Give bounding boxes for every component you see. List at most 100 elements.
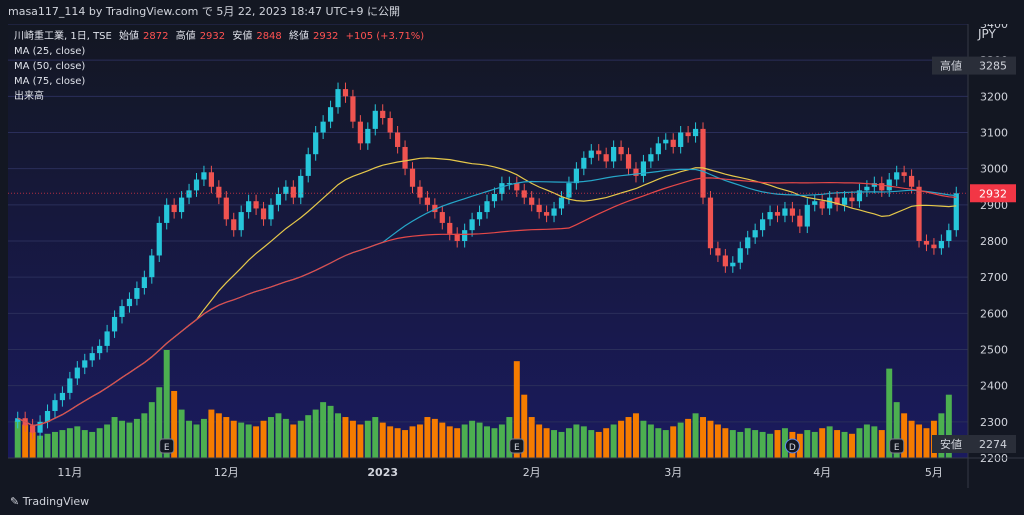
y-tick-label: 3000	[980, 163, 1008, 176]
chart-legend: 川崎重工業, 1日, TSE 始値 2872 高値 2932 安値 2848 終値 29…	[14, 29, 428, 104]
volume-bar	[640, 420, 647, 458]
time-axis[interactable]: 11月 12月 2023 2月 3月 4月 5月	[8, 457, 1024, 479]
volume-bar	[849, 433, 855, 458]
candle-body	[283, 186, 289, 194]
volume-bar	[290, 424, 297, 458]
volume-bar	[394, 428, 401, 458]
candle-body	[89, 353, 95, 361]
volume-bar	[804, 430, 811, 458]
candle-body	[827, 197, 833, 209]
volume-legend[interactable]: 出来高	[14, 91, 44, 102]
price-axis[interactable]: 2200230024002500260027002800290030003100…	[967, 24, 1008, 488]
volume-bar	[171, 390, 178, 458]
x-tick-label: 3月	[664, 466, 682, 479]
candle-body	[432, 204, 438, 213]
volume-bar	[655, 428, 662, 458]
candle-body	[52, 400, 58, 411]
candle-body	[260, 208, 267, 220]
candle-body	[603, 154, 609, 162]
candle-body	[82, 360, 88, 368]
candle-body	[894, 172, 900, 180]
candle-body	[447, 222, 453, 234]
tradingview-logo[interactable]: ✎ TradingView	[10, 495, 89, 508]
candle-body	[745, 237, 751, 249]
volume-bar	[767, 433, 774, 458]
candle-body	[834, 197, 840, 205]
volume-bar	[327, 405, 334, 458]
candle-body	[722, 255, 728, 267]
volume-bar	[759, 431, 766, 458]
open-label: 始値	[119, 31, 140, 42]
volume-bar	[685, 418, 692, 458]
y-tick-label: 2800	[980, 235, 1008, 248]
volume-bar	[156, 387, 163, 458]
open-value: 2872	[143, 31, 169, 42]
volume-bar	[141, 413, 148, 458]
volume-bar	[37, 435, 44, 458]
volume-bar	[878, 430, 885, 458]
low-value: 2848	[256, 31, 282, 42]
volume-bar	[722, 428, 729, 458]
volume-bar	[513, 361, 520, 458]
ma75-legend[interactable]: MA (75, close)	[14, 76, 86, 87]
symbol-label: 川崎重工業, 1日, TSE	[14, 31, 112, 42]
volume-bar	[521, 394, 528, 458]
currency-label: JPY	[977, 27, 997, 41]
volume-bar	[781, 428, 788, 458]
event-marker-label: E	[894, 443, 900, 453]
volume-bar	[476, 422, 483, 458]
candle-body	[156, 222, 162, 256]
ma25-legend[interactable]: MA (25, close)	[14, 46, 86, 57]
candle-body	[395, 132, 401, 147]
candle-body	[357, 121, 363, 144]
candle-body	[640, 161, 647, 176]
price-tags: 高値 3285 安値 2274 2932	[8, 56, 1016, 453]
earnings-marker	[509, 438, 525, 454]
ma75-line	[17, 177, 957, 427]
candle-body	[588, 150, 594, 158]
volume-bar	[409, 426, 416, 458]
x-tick-label: 2月	[523, 466, 541, 479]
volume-bar	[96, 428, 103, 458]
candle-body	[97, 345, 103, 354]
volume-bar	[692, 413, 699, 458]
candle-body	[879, 183, 885, 191]
volume-bar	[565, 428, 572, 458]
volume-bar	[230, 420, 237, 458]
y-tick-label: 3200	[980, 90, 1008, 103]
event-marker-label: E	[514, 443, 520, 453]
high-value: 2932	[199, 31, 226, 42]
candle-body	[439, 212, 445, 223]
candle-body	[782, 208, 788, 216]
candle-body	[380, 110, 386, 119]
volume-bar	[119, 420, 125, 458]
moving-averages	[17, 157, 957, 427]
volume-bar	[126, 422, 133, 458]
volume-bar	[51, 431, 58, 458]
candle-body	[469, 219, 475, 231]
x-tick-label: 12月	[214, 466, 239, 479]
candle-body	[573, 168, 579, 184]
candle-body	[514, 183, 520, 191]
high-tag-label-box	[932, 56, 970, 75]
volume-bar	[357, 424, 364, 458]
y-tick-label: 2700	[980, 271, 1008, 284]
candle-body	[536, 204, 542, 213]
candle-body	[797, 215, 803, 227]
high-label: 高値	[175, 31, 196, 42]
candle-body	[849, 197, 855, 202]
ma50-legend[interactable]: MA (50, close)	[14, 61, 86, 72]
y-tick-label: 2300	[980, 416, 1008, 429]
close-label: 終値	[288, 31, 309, 42]
candle-body	[320, 121, 326, 133]
close-value: 2932	[312, 31, 339, 42]
volume-bar	[506, 417, 513, 458]
candle-body	[648, 154, 654, 162]
candle-body	[938, 241, 944, 249]
x-tick-label: 11月	[57, 466, 82, 479]
volume-bar	[945, 394, 952, 458]
volume-bar	[461, 424, 468, 458]
